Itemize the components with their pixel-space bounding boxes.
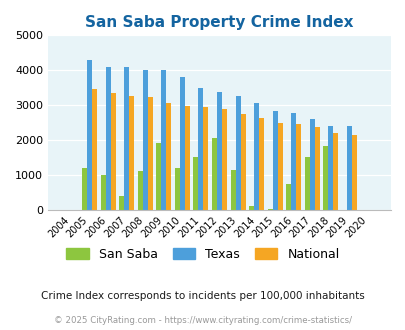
Bar — [258, 118, 264, 210]
Bar — [296, 124, 301, 210]
Bar — [166, 103, 171, 210]
Bar — [184, 107, 190, 210]
Bar — [314, 127, 319, 210]
Title: San Saba Property Crime Index: San Saba Property Crime Index — [85, 15, 353, 30]
Bar — [82, 168, 87, 210]
Bar — [129, 96, 134, 210]
Text: © 2025 CityRating.com - https://www.cityrating.com/crime-statistics/: © 2025 CityRating.com - https://www.city… — [54, 316, 351, 325]
Bar — [322, 146, 328, 210]
Bar — [235, 96, 240, 210]
Bar — [254, 103, 258, 210]
Bar — [179, 77, 184, 210]
Bar — [175, 168, 179, 210]
Bar — [193, 157, 198, 210]
Bar — [87, 60, 92, 210]
Bar — [230, 170, 235, 210]
Bar — [100, 175, 105, 210]
Bar — [351, 135, 356, 210]
Bar — [111, 92, 115, 210]
Bar — [198, 88, 203, 210]
Bar — [137, 171, 143, 210]
Bar — [304, 157, 309, 210]
Bar — [267, 209, 272, 210]
Bar — [346, 126, 351, 210]
Bar — [277, 122, 282, 210]
Bar — [119, 196, 124, 210]
Bar — [156, 144, 161, 210]
Bar — [286, 183, 290, 210]
Bar — [328, 126, 333, 210]
Text: Crime Index corresponds to incidents per 100,000 inhabitants: Crime Index corresponds to incidents per… — [41, 291, 364, 301]
Bar — [211, 138, 216, 210]
Bar — [248, 206, 254, 210]
Bar — [147, 97, 152, 210]
Bar — [272, 111, 277, 210]
Bar — [216, 92, 222, 210]
Bar — [203, 107, 208, 210]
Legend: San Saba, Texas, National: San Saba, Texas, National — [61, 243, 344, 266]
Bar — [222, 109, 226, 210]
Bar — [290, 113, 296, 210]
Bar — [92, 89, 97, 210]
Bar — [161, 70, 166, 210]
Bar — [240, 114, 245, 210]
Bar — [105, 67, 111, 210]
Bar — [143, 70, 147, 210]
Bar — [124, 67, 129, 210]
Bar — [309, 119, 314, 210]
Bar — [333, 133, 337, 210]
